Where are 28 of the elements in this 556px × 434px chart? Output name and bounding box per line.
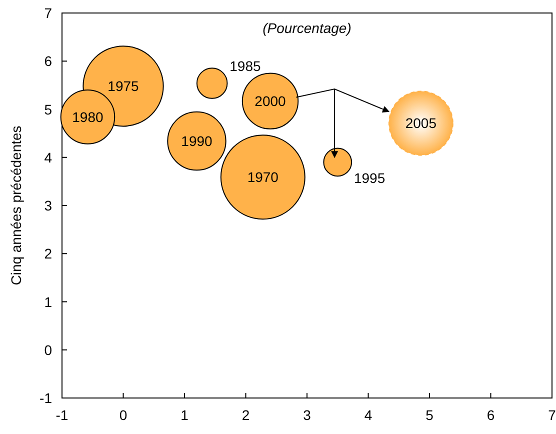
y-tick-label: 1 [44,294,52,310]
y-tick-label: 0 [44,342,52,358]
text: (Pourcentage) [262,20,352,36]
y-tick-label: 5 [44,101,52,118]
y-tick-label: 3 [44,198,52,214]
y-tick-label: -1 [40,390,52,406]
x-tick-label: 4 [364,407,372,423]
x-tick-label: 5 [426,407,434,423]
y-axis-title: Cinq années précédentes [8,126,24,286]
x-tick-label: 1 [180,407,189,423]
annotation: 2005 [405,115,437,132]
annotation: 1980 [72,108,104,125]
annotation: 1995 [354,170,386,186]
y-tick-label: 4 [44,149,52,166]
x-tick-label: -1 [56,407,68,423]
x-tick-label: 2 [242,407,250,423]
x-tick-label: 6 [486,407,495,423]
y-tick-label: 2 [44,246,52,262]
x-tick-label: 3 [303,407,312,423]
y-tick-label: 7 [44,5,52,21]
y-tick-label: 6 [44,53,52,70]
annotation: 1970 [247,169,279,186]
x-tick-label: 7 [548,407,556,423]
annotation: 1975 [108,78,140,94]
annotation: 1990 [181,133,213,150]
x-tick-label: 0 [119,407,128,423]
annotation: 2000 [254,93,286,110]
annotation: 1985 [230,58,261,74]
